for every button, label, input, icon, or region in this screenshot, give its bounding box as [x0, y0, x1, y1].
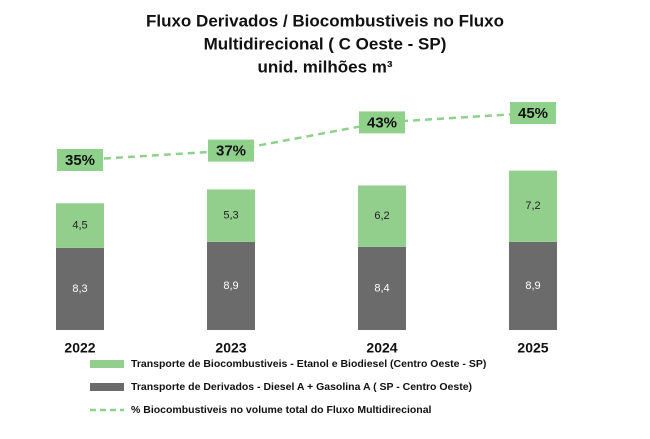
x-tick-label: 2022: [64, 340, 95, 356]
bar-segment: [358, 246, 406, 330]
bar-segment: [207, 189, 255, 242]
legend-swatch: [90, 360, 124, 368]
x-tick-label: 2023: [215, 340, 246, 356]
line-label-box: [57, 149, 103, 171]
line: [79, 111, 534, 162]
bar-segment: [509, 170, 557, 242]
x-tick-label: 2025: [517, 340, 548, 356]
value-label: 4,5: [72, 219, 87, 231]
x-tick-label: 2024: [366, 340, 397, 356]
line-label: 37%: [216, 143, 246, 160]
chart-title: Fluxo Derivados / Biocombustiveis no Flu…: [146, 11, 504, 30]
chart-title: unid. milhões m³: [257, 57, 392, 76]
line-label-box: [510, 102, 556, 124]
line-label: 45%: [518, 105, 548, 122]
line-label: 35%: [65, 152, 95, 169]
line-label-box: [208, 139, 254, 162]
legend-label: Transporte de Derivados - Diesel A + Gas…: [131, 381, 472, 393]
line-label-box: [359, 111, 405, 134]
legend-label: Transporte de Biocombustiveis - Etanol e…: [131, 358, 486, 370]
value-label: 8,3: [72, 283, 87, 295]
bar-segment: [56, 203, 104, 248]
value-label: 8,9: [223, 280, 238, 292]
value-label: 6,2: [374, 210, 389, 222]
chart-title: Multidirecional ( C Oeste - SP): [204, 34, 447, 53]
line-label: 43%: [367, 114, 397, 131]
bar-segment: [207, 241, 255, 330]
value-label: 5,3: [223, 210, 238, 222]
value-label: 8,9: [525, 280, 540, 292]
bar-segment: [358, 185, 406, 247]
legend-swatch: [90, 383, 124, 391]
value-label: 8,4: [374, 282, 389, 294]
legend-label: % Biocombustiveis no volume total do Flu…: [131, 404, 432, 416]
value-label: 7,2: [525, 200, 540, 212]
bar-segment: [509, 241, 557, 330]
bar-segment: [56, 247, 104, 330]
